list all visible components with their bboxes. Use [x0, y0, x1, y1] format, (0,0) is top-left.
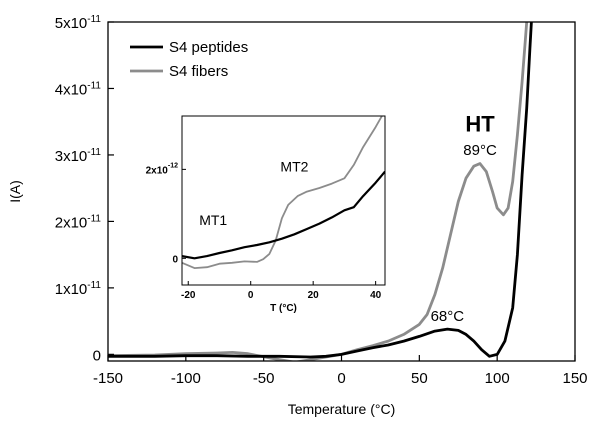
inset-y-tick-label: 0 — [172, 254, 178, 265]
inset-series-line-s4-peptides — [182, 170, 385, 260]
inset-plot: -20 0 20 40 0 2x10-12 T (°C) MT1 MT2 — [146, 115, 386, 314]
inset-series-line-s4-fibers — [182, 116, 383, 269]
x-tick-label: 100 — [485, 370, 510, 387]
x-tick-label: 0 — [337, 370, 345, 387]
inset-y-axis: 0 2x10-12 — [146, 162, 186, 265]
main-series-lines — [108, 22, 533, 361]
inset-background — [182, 116, 385, 285]
y-tick-label: 5x10-11 — [55, 14, 102, 32]
series-line-s4-peptides — [108, 22, 533, 359]
main-annotations: HT 89°C 68°C — [431, 112, 497, 325]
inset-x-axis: -20 0 20 40 — [181, 281, 382, 301]
inset-x-axis-title: T (°C) — [270, 303, 297, 314]
inset-y-tick-label: 2x10-12 — [146, 162, 178, 176]
x-axis-title: Temperature (°C) — [288, 401, 396, 417]
inset-x-tick-label: -20 — [181, 290, 196, 301]
x-tick-label: -150 — [93, 370, 123, 387]
y-tick-label: 3x10-11 — [55, 147, 102, 165]
inset-annotation-mt1: MT1 — [199, 212, 227, 228]
annotation-89-c: 89°C — [463, 142, 497, 159]
y-tick-label: 0 — [93, 347, 101, 364]
inset-series-lines — [182, 116, 385, 269]
y-tick-label: 1x10-11 — [55, 280, 102, 298]
legend-label-s4-peptides: S4 peptides — [169, 39, 248, 56]
legend-label-s4-fibers: S4 fibers — [169, 63, 228, 80]
main-y-axis: 0 1x10-11 2x10-11 3x10-11 4x10-11 5x10-11 — [55, 14, 114, 364]
inset-annotation-mt2: MT2 — [280, 159, 308, 175]
y-tick-label: 4x10-11 — [55, 80, 102, 98]
main-x-axis: -150 -100 -50 0 50 100 150 — [93, 355, 588, 387]
x-tick-label: 150 — [562, 370, 587, 387]
inset-plot-frame — [181, 115, 386, 286]
x-tick-label: -100 — [171, 370, 201, 387]
y-axis-title: I(A) — [7, 180, 23, 203]
x-tick-label: 50 — [411, 370, 428, 387]
inset-x-tick-label: 40 — [370, 290, 382, 301]
annotation-68-c: 68°C — [431, 308, 465, 325]
y-tick-label: 2x10-11 — [55, 213, 102, 231]
inset-x-tick-label: 20 — [308, 290, 320, 301]
legend: S4 peptides S4 fibers — [130, 39, 248, 80]
inset-annotations: MT1 MT2 — [199, 159, 308, 228]
main-plot: -150 -100 -50 0 50 100 150 0 1x10-11 2x10-11 3x10… — [7, 14, 588, 417]
annotation-ht: HT — [465, 112, 495, 137]
inset-x-tick-label: 0 — [248, 290, 254, 301]
x-tick-label: -50 — [253, 370, 275, 387]
